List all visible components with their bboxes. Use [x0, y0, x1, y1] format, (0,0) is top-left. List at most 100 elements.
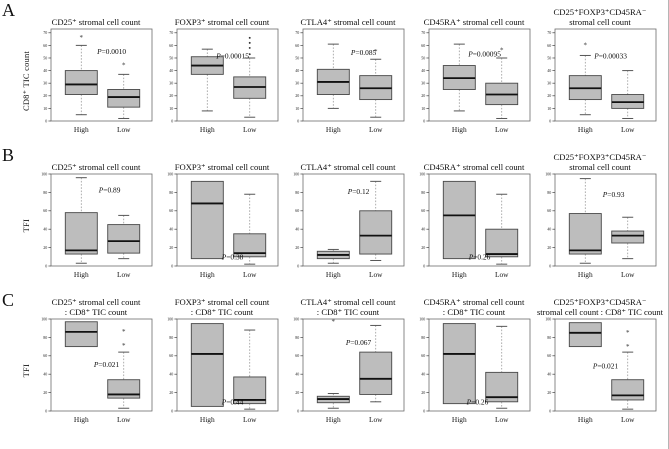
panel-title: CD45RA⁺ stromal cell count [424, 3, 525, 27]
box-high [64, 70, 98, 95]
box-high [190, 323, 224, 407]
row-letter-col: A [2, 0, 17, 139]
box-low [107, 224, 141, 254]
box-high [442, 180, 476, 260]
box-low [233, 233, 267, 258]
boxplot-chart: 0 20 40 60 80 100 P=0.93 High Low [545, 172, 657, 279]
panel-title-line: CTLA4⁺ stromal cell count [300, 16, 396, 27]
y-tick-label: 50 [547, 55, 551, 60]
y-tick-label: 60 [421, 353, 425, 358]
box-low [611, 230, 645, 244]
y-tick-label: 60 [169, 43, 173, 48]
boxplot-panel: CD45RA⁺ stromal cell count 0 20 40 60 80 100 P=… [412, 148, 536, 284]
panel-title-line: : CD8⁺ TIC count [442, 306, 506, 317]
panel-title: FOXP3⁺ stromal cell count [175, 148, 270, 172]
row-letter-a: A [2, 0, 15, 20]
y-tick-label: 20 [169, 390, 173, 395]
boxplot-chart: 0 20 40 60 80 100 P=0.26 High Low [419, 317, 531, 424]
x-tick-label: Low [117, 270, 131, 279]
y-axis-label-b: TFI [20, 219, 31, 233]
boxplot-chart: 0 10 20 30 40 50 60 70 P=0.00015 High Low [169, 28, 279, 134]
y-tick-label: 0 [423, 408, 425, 413]
y-tick-label: 80 [547, 335, 551, 340]
y-tick-label: 60 [295, 208, 299, 213]
row-letter-col: B [2, 146, 17, 284]
boxplot-chart: 0 10 20 30 40 50 60 70 * P=0.00033 High Low [547, 28, 657, 134]
panel-title-line: : CD8⁺ TIC count [64, 306, 128, 317]
y-tick-label: 20 [421, 93, 425, 98]
box-low [359, 210, 393, 255]
x-tick-label: High [200, 415, 215, 424]
y-tick-label: 0 [549, 408, 551, 413]
y-tick-label: 100 [167, 317, 173, 321]
x-tick-label: High [578, 415, 593, 424]
x-tick-label: Low [495, 270, 509, 279]
y-tick-label: 20 [295, 390, 299, 395]
y-tick-label: 70 [547, 30, 551, 35]
panel-title-line: FOXP3⁺ stromal cell count [174, 296, 270, 307]
y-tick-label: 100 [293, 172, 299, 176]
panel-title: FOXP3⁺ stromal cell count: CD8⁺ TIC coun… [175, 293, 270, 317]
boxplot-chart: 0 10 20 30 40 50 60 70 *P=0.00095 High Low [421, 28, 531, 134]
box-low [359, 351, 393, 395]
y-tick-label: 20 [295, 93, 299, 98]
y-tick-label: 0 [45, 263, 47, 268]
x-tick-label: High [326, 125, 341, 134]
boxplot-chart: 0 20 40 60 80 100 P=0.38 High Low [167, 172, 279, 279]
x-tick-label: Low [621, 415, 635, 424]
panel-title-line: CD25⁺FOXP3⁺CD45RA⁻ [553, 151, 647, 162]
y-axis-label-col: TFI [17, 148, 34, 284]
boxplot-chart: 0 20 40 60 80 100 P=0.89 High Low [41, 172, 153, 279]
y-tick-label: 40 [421, 372, 425, 377]
y-tick-label: 40 [43, 372, 47, 377]
x-tick-label: Low [621, 270, 635, 279]
p-value-label: P=0.93 [602, 190, 625, 199]
panel-title-line: CD25⁺FOXP3⁺CD45RA⁻ [553, 6, 647, 17]
panel-title: CD25⁺FOXP3⁺CD45RA⁻ stromal cell count : C… [537, 293, 663, 317]
y-tick-label: 20 [421, 390, 425, 395]
box-high [64, 321, 98, 348]
x-tick-label: Low [117, 415, 131, 424]
boxplot-panel: CD45RA⁺ stromal cell count 0 10 20 30 40 50 60 7… [412, 3, 536, 139]
plot-area [302, 318, 405, 412]
outlier-star: * [500, 47, 504, 55]
x-tick-label: High [74, 125, 89, 134]
x-tick-label: High [578, 270, 593, 279]
panel-title-line: CD25⁺ stromal cell count [51, 161, 141, 172]
x-tick-label: Low [243, 270, 257, 279]
boxplot-chart: 0 10 20 30 40 50 60 70 *P=0.085 High Low [295, 28, 405, 134]
outlier-star: * [122, 342, 126, 350]
panels-row-2: CD25⁺ stromal cell count: CD8⁺ TIC count… [34, 293, 663, 429]
p-value-label: P=0.00095 [467, 50, 501, 59]
y-tick-label: 0 [423, 118, 425, 123]
row-letter-c: C [2, 290, 15, 310]
y-tick-label: 40 [43, 227, 47, 232]
x-tick-label: High [578, 125, 593, 134]
y-tick-label: 60 [169, 208, 173, 213]
panel-title-line: FOXP3⁺ stromal cell count [174, 16, 270, 27]
x-tick-label: Low [369, 270, 383, 279]
y-tick-label: 30 [547, 81, 551, 86]
boxplot-panel: CD25⁺ stromal cell count 0 10 20 30 40 50 60 70 *… [34, 3, 158, 139]
box-high [64, 212, 98, 255]
y-tick-label: 20 [43, 390, 47, 395]
y-tick-label: 70 [295, 30, 299, 35]
y-tick-label: 40 [169, 227, 173, 232]
panel-title-line: CD25⁺ stromal cell count [51, 16, 141, 27]
plot-area [176, 28, 279, 122]
y-tick-label: 40 [169, 68, 173, 73]
y-tick-label: 50 [295, 55, 299, 60]
box-low [107, 89, 141, 108]
y-tick-label: 20 [421, 245, 425, 250]
y-tick-label: 60 [43, 208, 47, 213]
y-axis-label-c: TFI [20, 364, 31, 378]
outlier-dot [248, 46, 251, 49]
boxplot-panel: CTLA4⁺ stromal cell count 0 10 20 30 40 50 60 70… [286, 3, 410, 139]
p-value-label: P=0.00015 [215, 51, 249, 60]
boxplot-panel: FOXP3⁺ stromal cell count 0 20 40 60 80 100 P=0… [160, 148, 284, 284]
figure-row-a: A CD8⁺ TIC count CD25⁺ stromal cell coun… [2, 0, 668, 139]
panel-title: CTLA4⁺ stromal cell count: CD8⁺ TIC coun… [301, 293, 396, 317]
y-tick-label: 70 [169, 30, 173, 35]
panel-title-line: CD25⁺FOXP3⁺CD45RA⁻ [553, 296, 647, 307]
boxplot-panel: CTLA4⁺ stromal cell count 0 20 40 60 80 100 P=0… [286, 148, 410, 284]
